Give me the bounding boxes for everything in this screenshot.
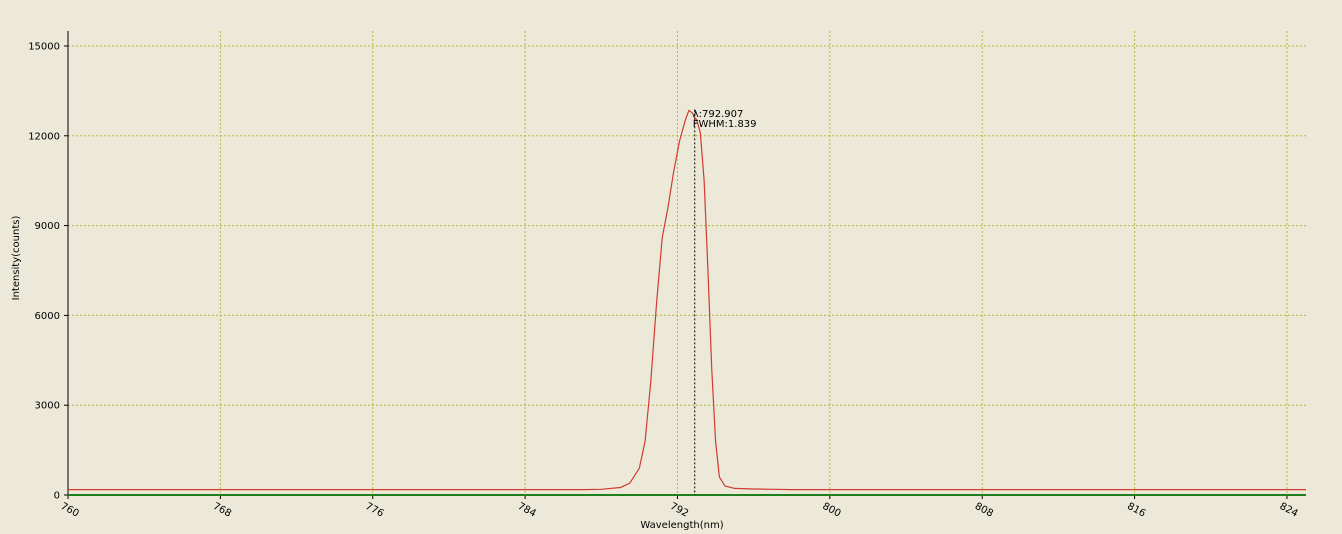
y-tick-label: 0 [54, 491, 60, 502]
x-tick-label: 824 [1278, 501, 1300, 520]
y-tick-label: 9000 [35, 221, 60, 232]
peak-annotation: λ:792.907 FWHM:1.839 [693, 109, 757, 495]
y-tick-label: 6000 [35, 311, 60, 322]
x-tick-label: 784 [516, 501, 538, 520]
x-tick-label: 808 [973, 501, 995, 520]
y-tick-label: 12000 [28, 131, 60, 142]
axes: 0 3000 6000 9000 12000 15000 760 768 776 784 792 80… [28, 31, 1306, 520]
x-tick-label: 816 [1125, 501, 1147, 520]
x-tick-label: 792 [668, 501, 690, 520]
y-tick-label: 15000 [28, 41, 60, 52]
series [68, 109, 1306, 496]
x-tick-label: 760 [59, 501, 81, 520]
x-tick-label: 776 [363, 501, 385, 520]
grid [68, 31, 1306, 495]
peak-wavelength-label: λ:792.907 [693, 109, 744, 120]
x-tick-label: 800 [820, 501, 842, 520]
x-tick-label: 768 [211, 501, 233, 520]
spectrum-line [68, 109, 1306, 491]
peak-fwhm-label: FWHM:1.839 [693, 119, 757, 130]
y-tick-label: 3000 [35, 401, 60, 412]
y-axis-title: Intensity(counts) [11, 216, 22, 301]
x-axis-title: Wavelength(nm) [640, 520, 723, 531]
